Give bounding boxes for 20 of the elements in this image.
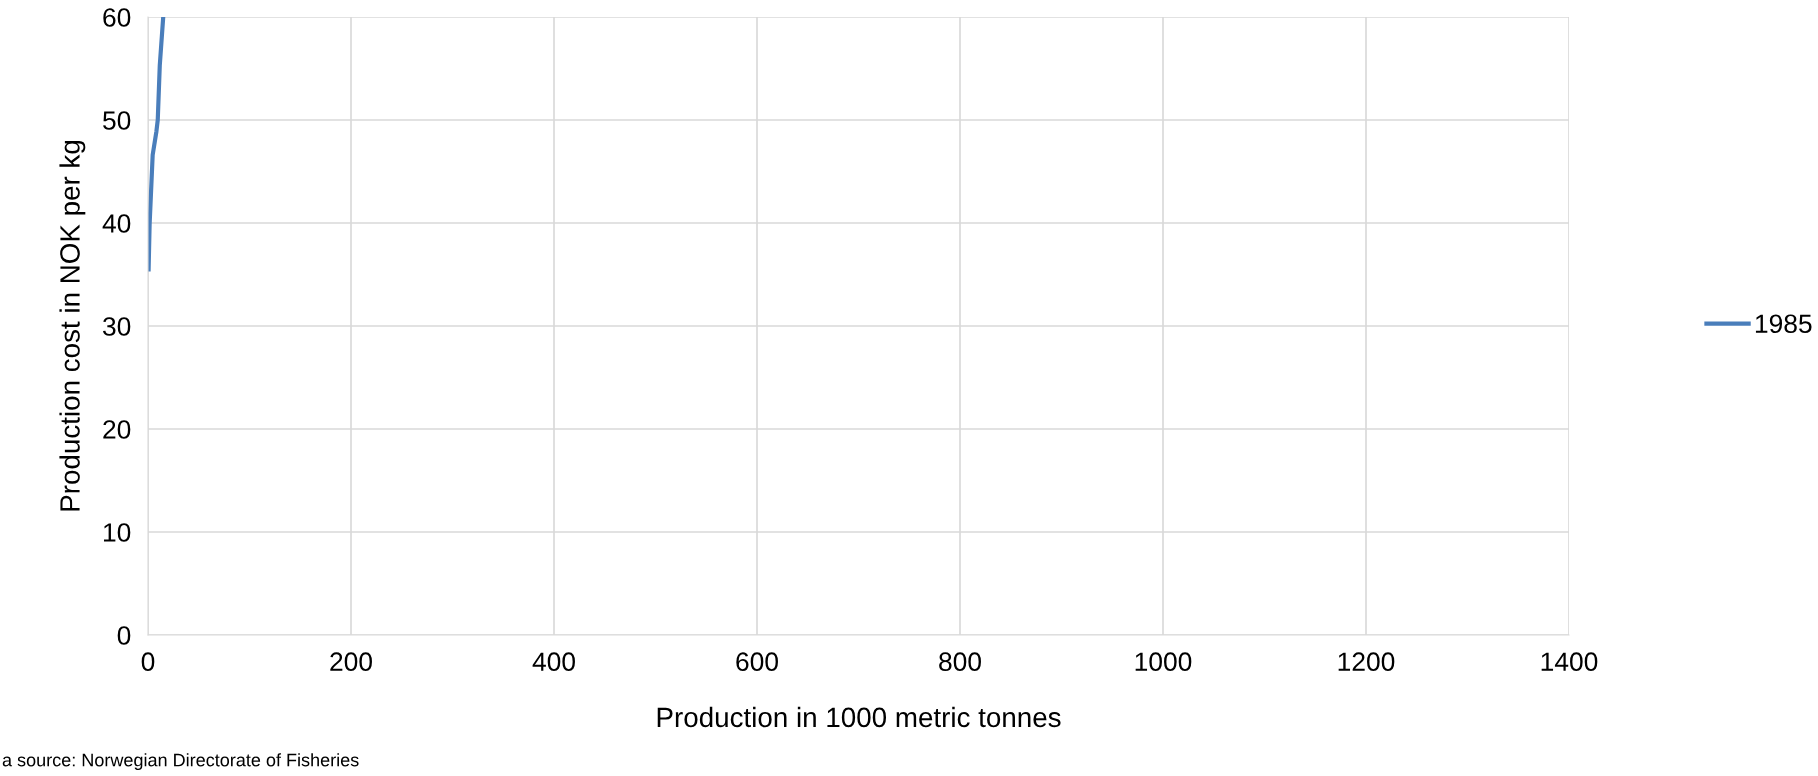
x-tick-label: 600 (736, 652, 778, 672)
y-tick-label: 30 (102, 317, 131, 336)
y-tick-label: 50 (103, 111, 131, 130)
y-tick-label: 40 (102, 214, 131, 233)
x-tick-label: 1200 (1338, 652, 1395, 672)
y-axis-title: Production cost in NOK per kg (59, 140, 86, 511)
x-tick-label: 200 (330, 652, 372, 672)
text: a source: Norwegian Directorate of Fisheries (2, 753, 359, 770)
x-axis-title: Production in 1000 metric tonnes (657, 706, 1061, 728)
x-tick-label: 1000 (1135, 652, 1192, 672)
y-tick-label: 60 (103, 8, 131, 27)
legend-label: 1985 (1755, 314, 1812, 334)
x-tick-label: 1400 (1541, 652, 1598, 672)
x-tick-label: 400 (532, 652, 575, 672)
x-tick-label: 800 (939, 652, 981, 672)
y-tick-label: 10 (104, 523, 131, 542)
y-tick-label: 20 (103, 420, 131, 439)
x-tick-label: 0 (141, 652, 155, 672)
line-series (148, 17, 166, 272)
y-tick-label: 0 (117, 626, 131, 645)
